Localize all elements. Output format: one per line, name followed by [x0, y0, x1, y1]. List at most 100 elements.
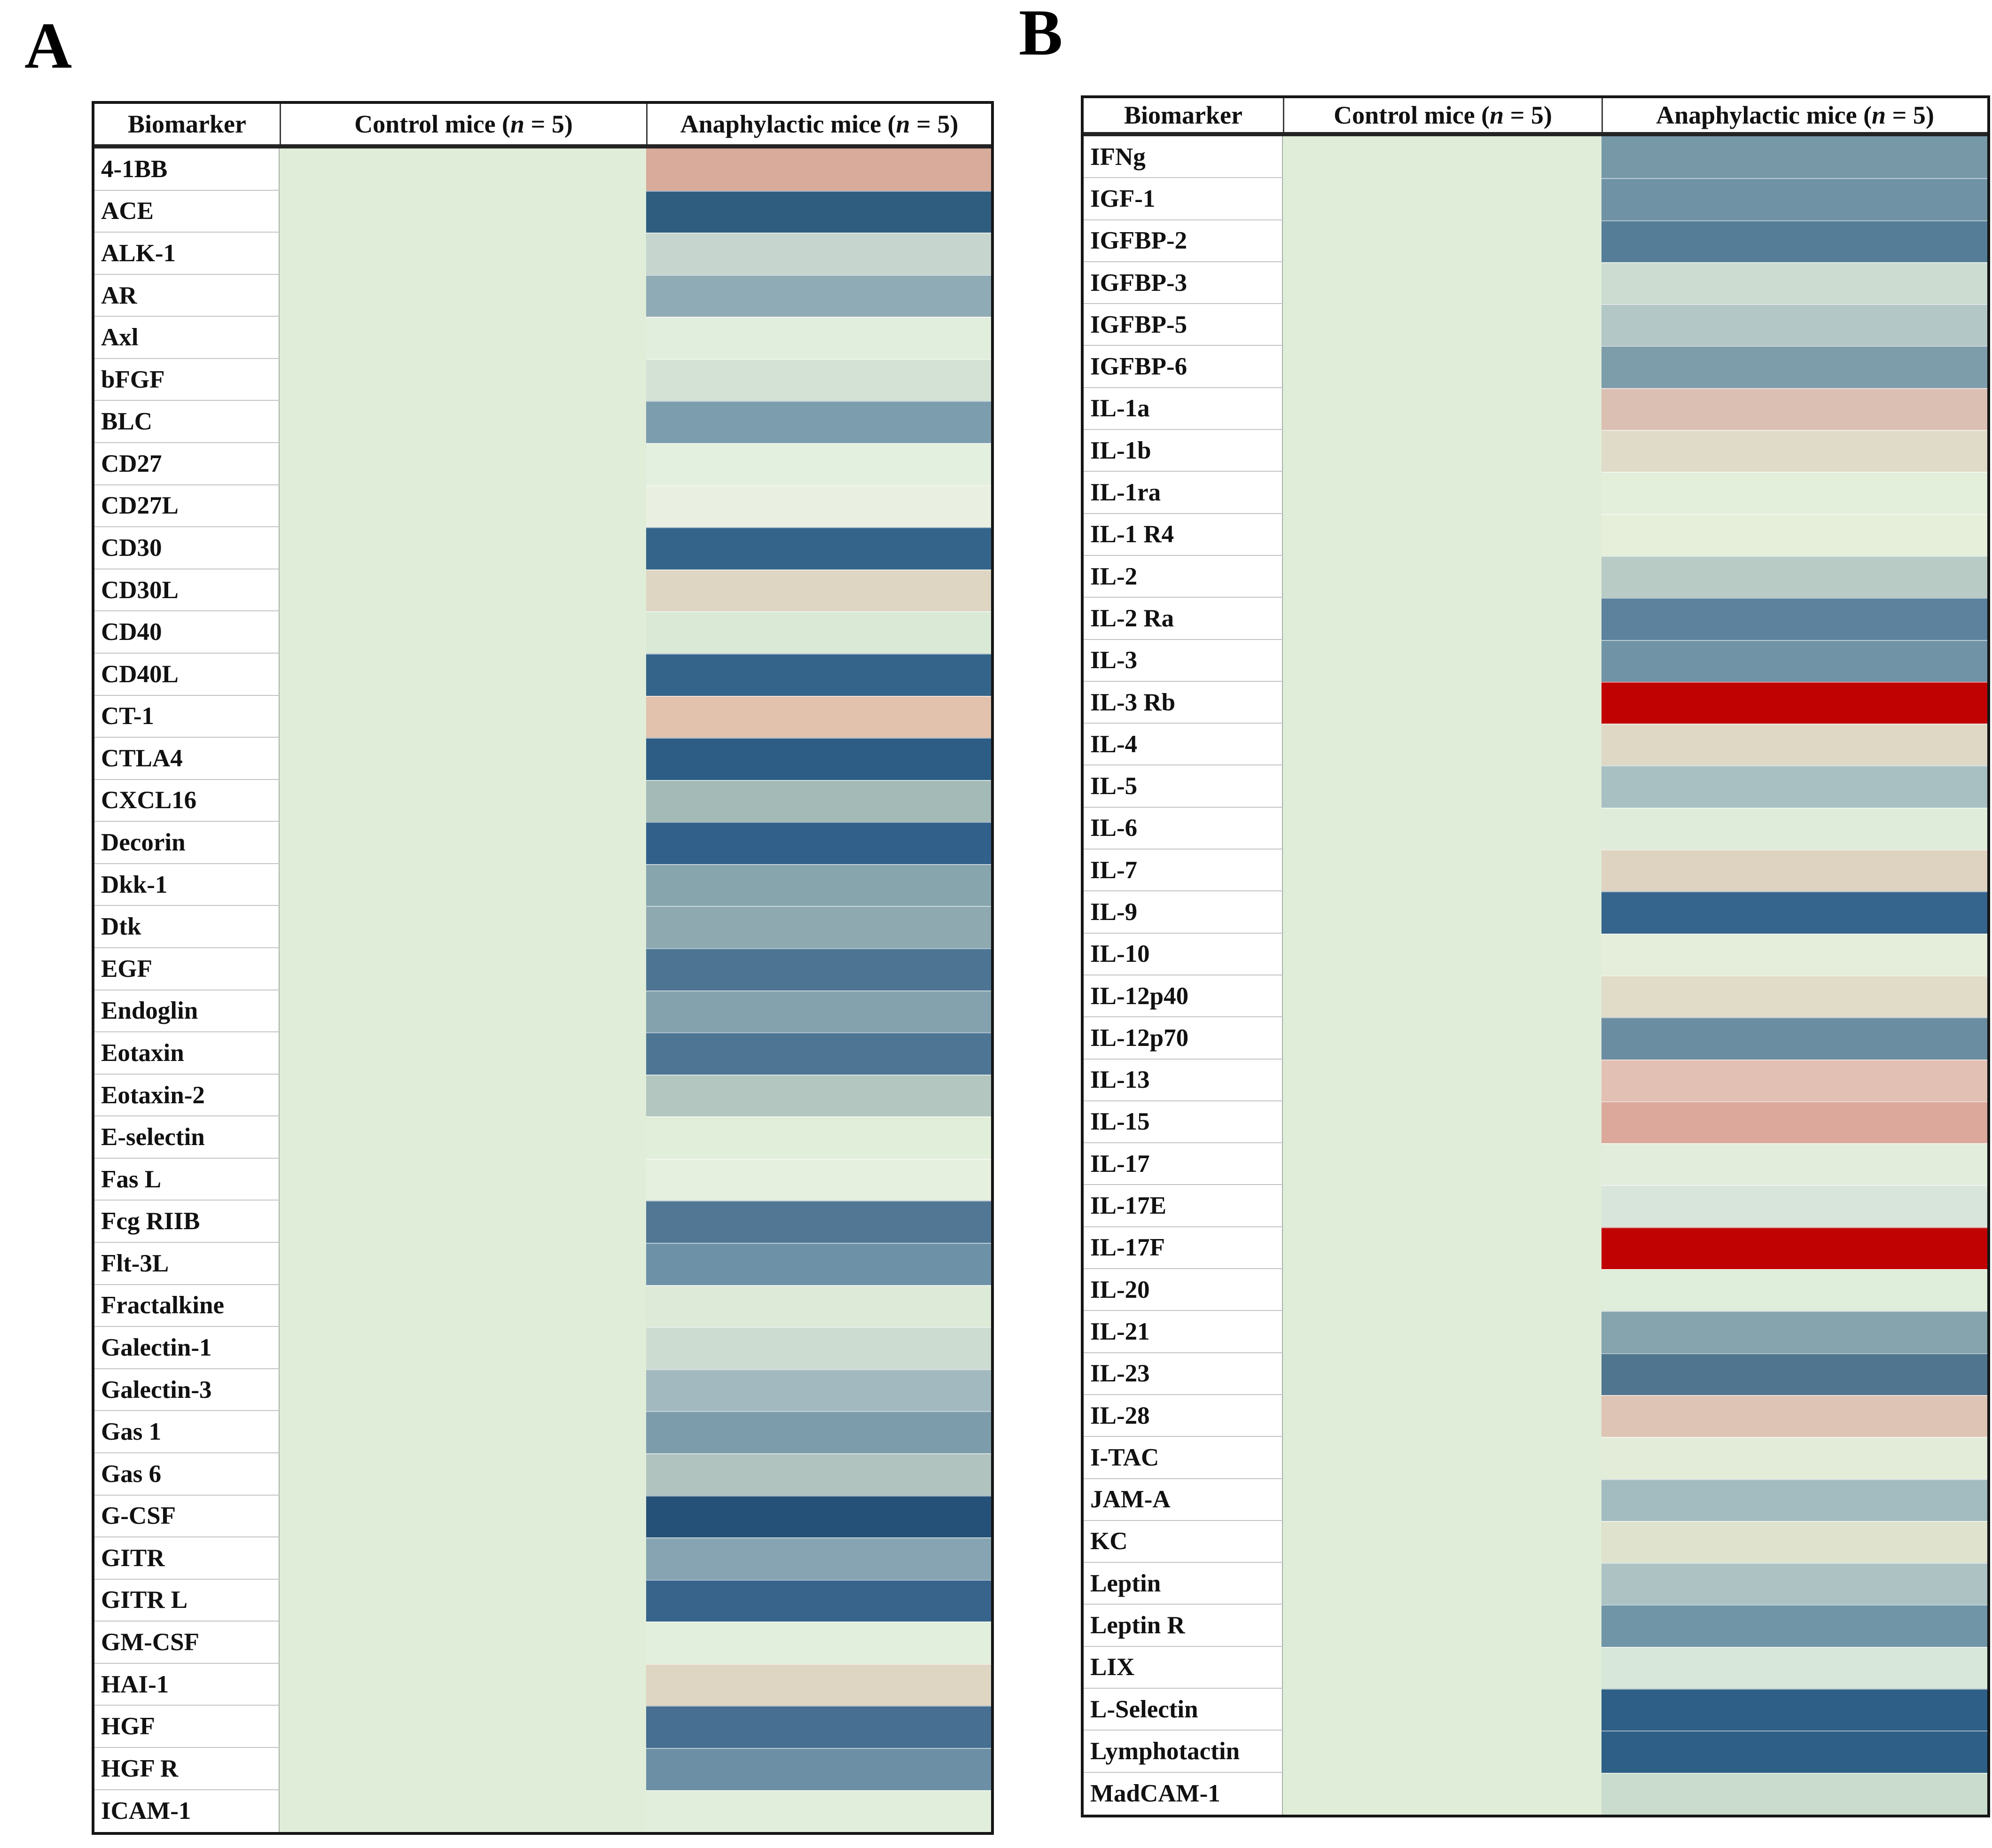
- biomarker-cell: HGF R: [94, 1747, 280, 1790]
- biomarker-cell: 4-1BB: [94, 148, 280, 191]
- control-heat-cell: [1283, 555, 1601, 598]
- biomarker-cell: IL-17E: [1084, 1185, 1283, 1227]
- table-row: IL-1ra: [1084, 472, 1987, 514]
- biomarker-cell: CD30L: [94, 569, 280, 612]
- rows: IFNg IGF-1 IGFBP-2 IGFBP-3 IGFBP-5 IGFBP-6 IL-…: [1084, 136, 1987, 1815]
- anaphylactic-heat-cell: [646, 948, 991, 990]
- table-row: IL-17E: [1084, 1185, 1987, 1227]
- biomarker-cell: Galectin-3: [94, 1369, 280, 1411]
- anaphylactic-heat-cell: [646, 1537, 991, 1580]
- table-row: IL-7: [1084, 850, 1987, 892]
- control-heat-cell: [280, 1495, 646, 1538]
- anaphylactic-heat-cell: [646, 990, 991, 1033]
- anaphylactic-heat-cell: [646, 611, 991, 654]
- table-row: GM-CSF: [94, 1622, 991, 1664]
- table-row: I-TAC: [1084, 1437, 1987, 1479]
- control-heat-cell: [280, 864, 646, 906]
- table-row: IL-9: [1084, 891, 1987, 934]
- biomarker-cell: CD27L: [94, 485, 280, 528]
- biomarker-cell: IL-6: [1084, 807, 1283, 850]
- control-heat-cell: [1283, 1521, 1601, 1563]
- table-row: bFGF: [94, 359, 991, 401]
- control-heat-cell: [1283, 1437, 1601, 1479]
- biomarker-cell: CD40: [94, 611, 280, 654]
- table-row: IL-12p40: [1084, 975, 1987, 1018]
- anaphylactic-heat-cell: [1601, 1479, 1987, 1521]
- anaphylactic-heat-cell: [1601, 1772, 1987, 1815]
- table-row: IL-17F: [1084, 1227, 1987, 1270]
- biomarker-cell: BLC: [94, 401, 280, 444]
- biomarker-cell: ACE: [94, 190, 280, 233]
- anaphylactic-heat-cell: [1601, 178, 1987, 220]
- table-row: IFNg: [1084, 136, 1987, 179]
- control-heat-cell: [1283, 262, 1601, 304]
- anaphylactic-heat-cell: [646, 1747, 991, 1790]
- control-heat-cell: [1283, 1185, 1601, 1227]
- table-row: IL-13: [1084, 1059, 1987, 1101]
- control-heat-cell: [280, 190, 646, 233]
- anaphylactic-heat-cell: [1601, 1688, 1987, 1731]
- control-heat-cell: [280, 1158, 646, 1201]
- biomarker-cell: CTLA4: [94, 738, 280, 780]
- biomarker-cell: IL-12p40: [1084, 975, 1283, 1018]
- control-heat-cell: [1283, 975, 1601, 1018]
- control-heat-cell: [280, 1453, 646, 1496]
- control-heat-cell: [1283, 639, 1601, 682]
- table-row: GITR L: [94, 1579, 991, 1622]
- biomarker-cell: GITR L: [94, 1579, 280, 1622]
- anaphylactic-heat-cell: [1601, 388, 1987, 430]
- table-row: IGFBP-6: [1084, 346, 1987, 388]
- table-row: IL-2 Ra: [1084, 598, 1987, 640]
- anaphylactic-heat-cell: [1601, 765, 1987, 808]
- biomarker-cell: IL-2: [1084, 555, 1283, 598]
- header-control-mice: Control mice (n = 5): [280, 104, 646, 144]
- control-heat-cell: [1283, 598, 1601, 640]
- control-heat-cell: [1283, 1269, 1601, 1311]
- biomarker-cell: LIX: [1084, 1646, 1283, 1689]
- biomarker-cell: IL-21: [1084, 1311, 1283, 1353]
- biomarker-cell: ICAM-1: [94, 1790, 280, 1832]
- heatmap-table-a: Biomarker Control mice (n = 5) Anaphylac…: [92, 101, 994, 1835]
- anaphylactic-heat-cell: [646, 1663, 991, 1706]
- table-row: CD30: [94, 527, 991, 569]
- biomarker-cell: IL-15: [1084, 1101, 1283, 1144]
- control-heat-cell: [280, 1032, 646, 1075]
- table-row: IL-10: [1084, 933, 1987, 975]
- control-heat-cell: [280, 948, 646, 990]
- anaphylactic-heat-cell: [646, 233, 991, 275]
- biomarker-cell: HGF: [94, 1706, 280, 1748]
- control-heat-cell: [280, 1579, 646, 1622]
- table-row: Dkk-1: [94, 864, 991, 906]
- anaphylactic-heat-cell: [646, 1074, 991, 1117]
- biomarker-cell: IL-1b: [1084, 430, 1283, 472]
- control-heat-cell: [1283, 136, 1601, 179]
- table-row: CD40L: [94, 653, 991, 696]
- control-heat-cell: [1283, 1395, 1601, 1437]
- anaphylactic-heat-cell: [1601, 1521, 1987, 1563]
- anaphylactic-heat-cell: [646, 1579, 991, 1622]
- table-row: IL-28: [1084, 1395, 1987, 1437]
- table-row: E-selectin: [94, 1116, 991, 1159]
- anaphylactic-heat-cell: [1601, 1311, 1987, 1353]
- biomarker-cell: IFNg: [1084, 136, 1283, 179]
- control-heat-cell: [1283, 1101, 1601, 1144]
- table-row: Flt-3L: [94, 1243, 991, 1285]
- control-heat-cell: [1283, 933, 1601, 975]
- anaphylactic-heat-cell: [646, 822, 991, 864]
- control-heat-cell: [280, 1622, 646, 1664]
- anaphylactic-heat-cell: [646, 443, 991, 485]
- anaphylactic-heat-cell: [1601, 1185, 1987, 1227]
- control-heat-cell: [1283, 1479, 1601, 1521]
- control-heat-cell: [1283, 1143, 1601, 1185]
- table-row: CD27: [94, 443, 991, 485]
- anaphylactic-heat-cell: [646, 864, 991, 906]
- table-row: IL-1a: [1084, 388, 1987, 430]
- control-heat-cell: [280, 1663, 646, 1706]
- biomarker-cell: IL-20: [1084, 1269, 1283, 1311]
- biomarker-cell: IGFBP-5: [1084, 304, 1283, 346]
- table-row: IL-20: [1084, 1269, 1987, 1311]
- biomarker-cell: MadCAM-1: [1084, 1772, 1283, 1815]
- anaphylactic-heat-cell: [646, 1495, 991, 1538]
- control-heat-cell: [1283, 1059, 1601, 1101]
- biomarker-cell: IGFBP-3: [1084, 262, 1283, 304]
